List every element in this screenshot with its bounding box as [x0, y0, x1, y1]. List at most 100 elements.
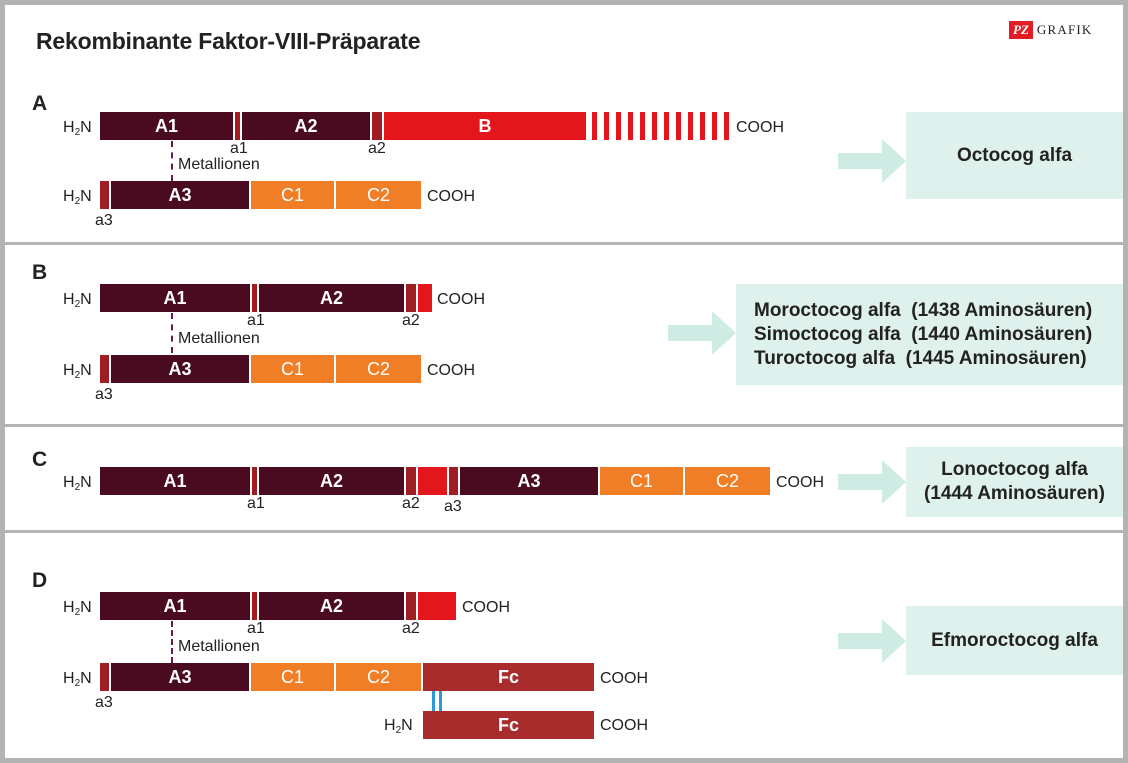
domain-a2: A2	[259, 467, 404, 495]
domain-separator	[334, 181, 336, 209]
n-terminus-label: H2N	[63, 474, 92, 493]
domain-separator	[416, 467, 418, 495]
domain-a1: A1	[100, 112, 233, 140]
b-domain-stripe	[652, 112, 657, 140]
a3-label: a3	[95, 386, 113, 403]
domain-separator	[334, 355, 336, 383]
domain-separator	[598, 467, 600, 495]
b-domain-remnant	[418, 592, 456, 620]
domain-a2: A2	[242, 112, 370, 140]
metal-ion-link	[171, 313, 173, 353]
metal-ions-label: Metallionen	[178, 330, 260, 347]
a1-label: a1	[247, 495, 265, 512]
domain-a2: A2	[259, 284, 404, 312]
domain-c1: C1	[251, 663, 334, 691]
domain-separator	[404, 467, 406, 495]
c-terminus-label: COOH	[427, 362, 475, 379]
b-domain-stripe	[676, 112, 681, 140]
acidic-region-a1	[235, 112, 240, 140]
domain-separator	[458, 467, 460, 495]
a3-label: a3	[95, 212, 113, 229]
b-domain-stripe	[592, 112, 597, 140]
domain-a1: A1	[100, 467, 250, 495]
c-terminus-label: COOH	[600, 670, 648, 687]
acidic-region-a2	[406, 592, 416, 620]
domain-separator	[257, 467, 259, 495]
domain-c2: C2	[685, 467, 770, 495]
arrow-right-icon	[668, 311, 736, 355]
b-domain-stripe	[616, 112, 621, 140]
n-terminus-label: H2N	[63, 599, 92, 618]
panel-b-letter: B	[32, 261, 48, 284]
panel-divider	[5, 242, 1123, 245]
c-terminus-label: COOH	[437, 291, 485, 308]
domain-a3: A3	[460, 467, 598, 495]
domain-separator	[683, 467, 685, 495]
domain-separator	[447, 467, 449, 495]
domain-fc: Fc	[423, 663, 594, 691]
domain-separator	[109, 663, 111, 691]
product-name: (1444 Aminosäuren)	[924, 483, 1105, 504]
a2-label: a2	[402, 312, 420, 329]
domain-c2: C2	[336, 663, 421, 691]
b-domain-stripe	[712, 112, 717, 140]
b-domain-stripe	[724, 112, 729, 140]
acidic-region-a1	[252, 592, 257, 620]
b-domain-stripe	[640, 112, 645, 140]
domain-separator	[249, 355, 251, 383]
domain-separator	[404, 284, 406, 312]
domain-separator	[416, 284, 418, 312]
domain-a3: A3	[111, 663, 249, 691]
domain-a1: A1	[100, 284, 250, 312]
domain-c2: C2	[336, 181, 421, 209]
panel-divider	[5, 424, 1123, 427]
product-name: Turoctocog alfa (1445 Aminosäuren)	[754, 347, 1087, 369]
disulfide-bond	[439, 691, 442, 711]
domain-separator	[250, 592, 252, 620]
metal-ions-label: Metallionen	[178, 638, 260, 655]
acidic-region-a1	[252, 467, 257, 495]
n-terminus-label: H2N	[63, 670, 92, 689]
product-box-d: Efmoroctocog alfa	[906, 606, 1123, 675]
b-domain-stripe	[604, 112, 609, 140]
n-terminus-label: H2N	[63, 188, 92, 207]
product-box-a: Octocog alfa	[906, 112, 1123, 199]
domain-a1: A1	[100, 592, 250, 620]
domain-separator	[240, 112, 242, 140]
panel-d-letter: D	[32, 569, 48, 592]
domain-fc: Fc	[423, 711, 594, 739]
pz-logo-mark: PZ	[1009, 21, 1033, 39]
domain-separator	[109, 355, 111, 383]
metal-ion-link	[171, 141, 173, 181]
product-name: Lonoctocog alfa	[941, 459, 1088, 480]
b-domain-stripe	[700, 112, 705, 140]
grafik-logo-text: GRAFIK	[1036, 22, 1093, 37]
panel-divider	[5, 530, 1123, 533]
domain-separator	[404, 592, 406, 620]
domain-separator	[257, 284, 259, 312]
acidic-region-a2	[372, 112, 382, 140]
domain-a3: A3	[111, 181, 249, 209]
acidic-region-a3	[449, 467, 458, 495]
a1-label: a1	[247, 620, 265, 637]
c-terminus-label: COOH	[600, 717, 648, 734]
domain-separator	[233, 112, 235, 140]
pz-grafik-logo: PZ GRAFIK	[1009, 21, 1093, 39]
acidic-region-a1	[252, 284, 257, 312]
domain-separator	[257, 592, 259, 620]
n-terminus-label: H2N	[63, 291, 92, 310]
domain-separator	[249, 181, 251, 209]
n-terminus-label: H2N	[63, 362, 92, 381]
acidic-region-a3	[100, 663, 109, 691]
domain-b: B	[384, 112, 586, 140]
product-box-b: Moroctocog alfa (1438 Aminosäuren) Simoc…	[736, 284, 1123, 385]
domain-separator	[382, 112, 384, 140]
domain-separator	[370, 112, 372, 140]
c-terminus-label: COOH	[427, 188, 475, 205]
acidic-region-a3	[100, 181, 109, 209]
a1-label: a1	[247, 312, 265, 329]
domain-separator	[249, 663, 251, 691]
a2-label: a2	[368, 140, 386, 157]
a3-label: a3	[95, 694, 113, 711]
b-domain-stripe	[664, 112, 669, 140]
